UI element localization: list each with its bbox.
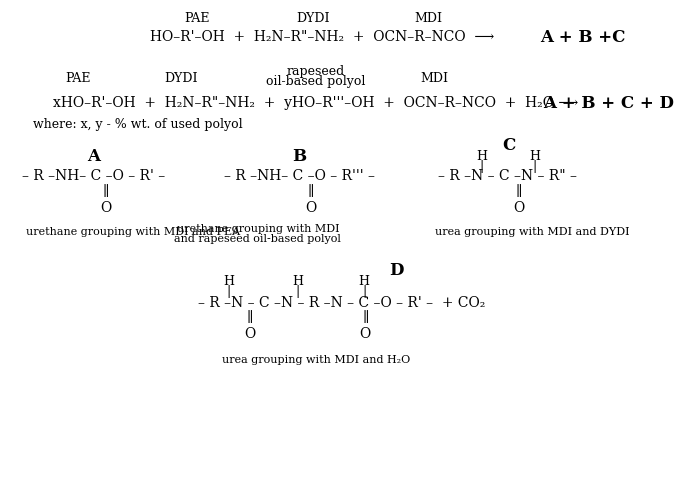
Text: H: H bbox=[292, 275, 303, 288]
Text: xHO–R'–OH  +  H₂N–R"–NH₂  +  yHO–R'''–OH  +  OCN–R–NCO  +  H₂O ⟶: xHO–R'–OH + H₂N–R"–NH₂ + yHO–R'''–OH + O… bbox=[53, 96, 578, 110]
Text: and rapeseed oil-based polyol: and rapeseed oil-based polyol bbox=[175, 234, 341, 244]
Text: urethane grouping with MDI: urethane grouping with MDI bbox=[177, 224, 339, 234]
Text: |: | bbox=[296, 285, 300, 298]
Text: – R –NH– C –O – R' –: – R –NH– C –O – R' – bbox=[22, 169, 166, 183]
Text: where: x, y - % wt. of used polyol: where: x, y - % wt. of used polyol bbox=[33, 118, 242, 131]
Text: oil-based polyol: oil-based polyol bbox=[266, 75, 366, 88]
Text: H: H bbox=[223, 275, 234, 288]
Text: PAE: PAE bbox=[184, 12, 210, 25]
Text: |: | bbox=[227, 285, 231, 298]
Text: D: D bbox=[389, 262, 403, 279]
Text: DYDI: DYDI bbox=[296, 12, 329, 25]
Text: ∥: ∥ bbox=[308, 186, 314, 200]
Text: O: O bbox=[101, 201, 112, 215]
Text: DYDI: DYDI bbox=[164, 72, 197, 85]
Text: O: O bbox=[360, 327, 371, 341]
Text: – R –N – C –N – R –N – C –O – R' –  + CO₂: – R –N – C –N – R –N – C –O – R' – + CO₂ bbox=[198, 295, 485, 309]
Text: ∥: ∥ bbox=[103, 186, 109, 200]
Text: O: O bbox=[305, 201, 316, 215]
Text: |: | bbox=[479, 160, 484, 173]
Text: – R –N – C –N – R" –: – R –N – C –N – R" – bbox=[438, 169, 577, 183]
Text: |: | bbox=[362, 285, 366, 298]
Text: B: B bbox=[292, 148, 307, 165]
Text: H: H bbox=[358, 275, 369, 288]
Text: urea grouping with MDI and DYDI: urea grouping with MDI and DYDI bbox=[435, 227, 630, 237]
Text: C: C bbox=[502, 137, 515, 154]
Text: O: O bbox=[245, 327, 256, 341]
Text: H: H bbox=[476, 150, 487, 163]
Text: – R –NH– C –O – R''' –: – R –NH– C –O – R''' – bbox=[224, 169, 375, 183]
Text: A + B +C: A + B +C bbox=[540, 28, 625, 45]
Text: ∥: ∥ bbox=[247, 311, 253, 325]
Text: PAE: PAE bbox=[65, 72, 90, 85]
Text: rapeseed: rapeseed bbox=[286, 65, 345, 78]
Text: O: O bbox=[513, 201, 524, 215]
Text: MDI: MDI bbox=[414, 12, 443, 25]
Text: HO–R'–OH  +  H₂N–R"–NH₂  +  OCN–R–NCO  ⟶: HO–R'–OH + H₂N–R"–NH₂ + OCN–R–NCO ⟶ bbox=[150, 30, 495, 44]
Text: A: A bbox=[87, 148, 100, 165]
Text: urea grouping with MDI and H₂O: urea grouping with MDI and H₂O bbox=[222, 355, 410, 365]
Text: |: | bbox=[532, 160, 536, 173]
Text: ∥: ∥ bbox=[515, 186, 522, 200]
Text: H: H bbox=[529, 150, 540, 163]
Text: ∥: ∥ bbox=[362, 311, 369, 325]
Text: urethane grouping with MDI and PEA: urethane grouping with MDI and PEA bbox=[26, 227, 240, 237]
Text: A + B + C + D: A + B + C + D bbox=[543, 95, 674, 112]
Text: MDI: MDI bbox=[421, 72, 449, 85]
